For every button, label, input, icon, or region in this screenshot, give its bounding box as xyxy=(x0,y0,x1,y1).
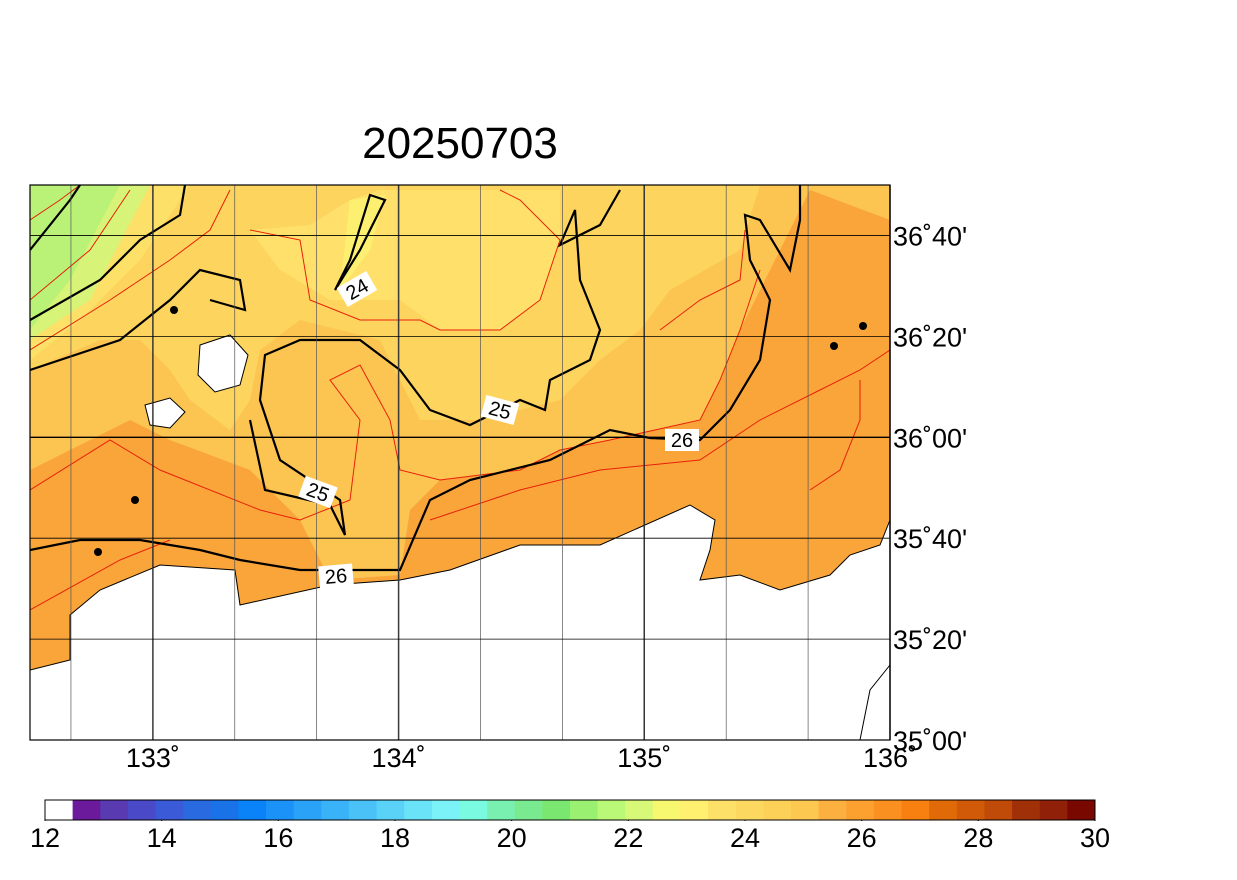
colorbar-swatch xyxy=(459,800,488,820)
colorbar-tick-label: 30 xyxy=(1080,823,1110,853)
colorbar-swatch xyxy=(1012,800,1041,820)
colorbar-swatch xyxy=(570,800,599,820)
title: 20250703 xyxy=(362,119,558,168)
colorbar-swatch xyxy=(735,800,764,820)
colorbar-swatch xyxy=(652,800,682,820)
lat-label: 36˚20' xyxy=(893,322,967,352)
colorbar-swatch xyxy=(266,800,295,820)
lat-label: 35˚00' xyxy=(893,726,967,756)
colorbar-swatch xyxy=(708,800,737,820)
colorbar-swatch xyxy=(1067,800,1096,820)
lon-label: 135˚ xyxy=(617,743,671,773)
colorbar-swatch xyxy=(45,800,74,820)
colorbar-tick-label: 12 xyxy=(30,823,60,853)
contour-label: 26 xyxy=(324,565,348,589)
colorbar-swatch xyxy=(542,800,571,820)
colorbar-swatch xyxy=(846,800,875,820)
colorbar-swatch xyxy=(984,800,1013,820)
colorbar-swatch xyxy=(487,800,516,820)
colorbar-tick-label: 20 xyxy=(497,823,527,853)
colorbar-swatch xyxy=(625,800,654,820)
graticule: 133˚ 134˚ 135˚ 136˚35˚00' 35˚20' 35˚40' 36˚00'… xyxy=(30,185,967,773)
lat-label: 35˚20' xyxy=(893,625,967,655)
colorbar: 12 14 16 18 20 22 24 26 28 30 xyxy=(30,799,1110,853)
colorbar-swatch xyxy=(72,800,101,820)
colorbar-tick-label: 14 xyxy=(147,823,177,853)
colorbar-swatch xyxy=(376,800,405,820)
lon-label: 133˚ xyxy=(126,743,180,773)
colorbar-swatch xyxy=(293,800,322,820)
lat-label: 36˚00' xyxy=(893,423,967,453)
colorbar-swatch xyxy=(791,800,820,820)
colorbar-swatch xyxy=(155,800,184,820)
colorbar-swatch xyxy=(431,800,460,820)
colorbar-swatch xyxy=(127,800,157,820)
colorbar-swatch xyxy=(1039,800,1068,820)
colorbar-swatch xyxy=(321,800,350,820)
colorbar-swatch xyxy=(404,800,433,820)
map-fill xyxy=(30,185,890,740)
colorbar-swatch xyxy=(514,800,543,820)
colorbar-swatch xyxy=(901,800,930,820)
colorbar-tick-label: 26 xyxy=(847,823,877,853)
colorbar-swatch xyxy=(929,800,958,820)
colorbar-swatch xyxy=(873,800,903,820)
colorbar-swatch xyxy=(818,800,847,820)
colorbar-swatch xyxy=(597,800,626,820)
colorbar-tick-label: 28 xyxy=(963,823,993,853)
colorbar-swatch xyxy=(348,800,378,820)
colorbar-swatch xyxy=(238,800,267,820)
colorbar-swatch xyxy=(956,800,985,820)
contour-labels: 24 25 25 26 26 xyxy=(298,270,699,589)
colorbar-tick-label: 22 xyxy=(613,823,643,853)
colorbar-tick-label: 24 xyxy=(730,823,760,853)
colorbar-swatch xyxy=(210,800,239,820)
lon-label: 134˚ xyxy=(372,743,426,773)
map-frame xyxy=(29,184,891,741)
lon-label: 136˚ xyxy=(863,743,917,773)
colorbar-tick-label: 16 xyxy=(263,823,293,853)
colorbar-swatch xyxy=(183,800,212,820)
colorbar-swatch xyxy=(100,800,129,820)
contour-label: 26 xyxy=(671,430,693,452)
lat-label: 35˚40' xyxy=(893,524,967,554)
colorbar-tick-label: 18 xyxy=(380,823,410,853)
colorbar-swatch xyxy=(763,800,792,820)
colorbar-swatch xyxy=(680,800,709,820)
lat-label: 36˚40' xyxy=(893,221,967,251)
colorbar-frame xyxy=(44,799,1096,821)
